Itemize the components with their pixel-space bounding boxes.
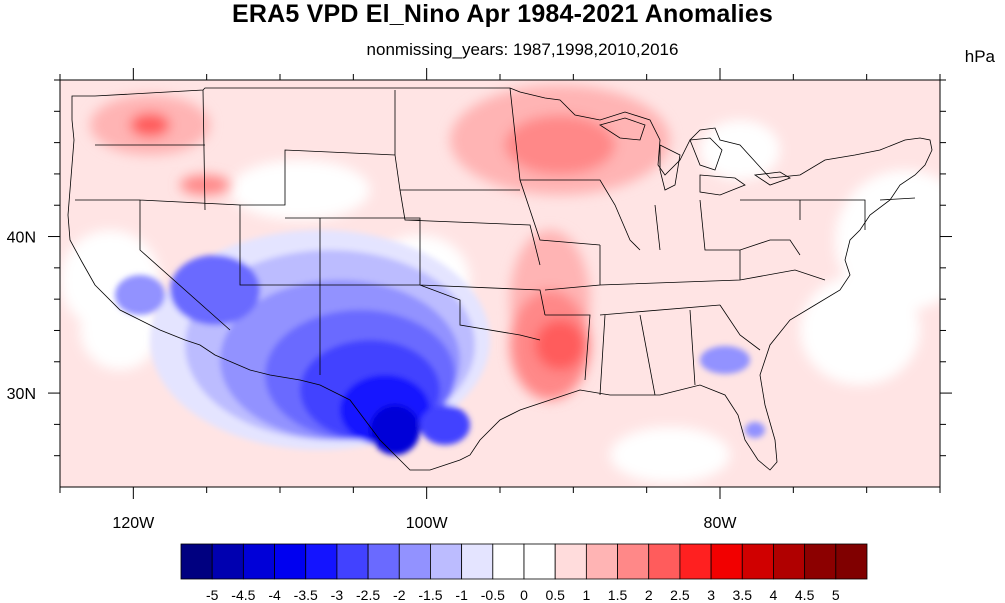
colorbar-swatch [710,543,743,580]
colorbar-label: -3.5 [294,587,318,603]
colorbar-swatch [305,543,338,580]
colorbar-label: 3.5 [733,587,753,603]
colorbar-label: 4 [770,587,778,603]
y-axis: 30N 40N [7,79,952,457]
colorbar-label: -1 [455,587,468,603]
colorbar-swatch [648,543,681,580]
colorbar-label: 0.5 [545,587,565,603]
colorbar-swatch [523,543,556,580]
boundaries [67,87,933,471]
colorbar-swatch [835,543,868,580]
colorbar-swatch [398,543,431,580]
colorbar-swatch [461,543,494,580]
colorbar-swatch [773,543,806,580]
negative-anomalies [115,230,765,455]
colorbar-swatch [679,543,712,580]
y-tick-label: 30N [7,386,36,403]
colorbar-label: -4.5 [231,587,255,603]
positive-anomalies [90,85,670,400]
state-borders [75,87,916,396]
chart-title: ERA5 VPD El_Nino Apr 1984-2021 Anomalies [231,0,774,28]
colorbar-swatch [741,543,774,580]
colorbar-swatch [336,543,369,580]
colorbar-swatch [242,543,275,580]
colorbar-label: -1.5 [418,587,442,603]
colorbar-swatch [492,543,525,580]
colorbar-label: 2.5 [670,587,690,603]
colorbar-swatch [180,543,213,580]
colorbar-swatch [274,543,307,580]
x-tick-label: 120W [112,515,155,532]
great-lakes [599,117,791,196]
colorbar-swatch [211,543,244,580]
colorbar-label: -5 [206,587,219,603]
colorbar-swatch [430,543,463,580]
colorbar-label: -2 [393,587,406,603]
colorbar-label: -4 [268,587,281,603]
colorbar-label: 0 [520,587,528,603]
x-axis: 120W 100W 80W [59,68,941,532]
colorbar: -5 -4.5 -4 -3.5 -3 -2.5 -2 -1.5 -1 -0.5 0 0.5 1 1.5 2 2… [180,543,868,603]
colorbar-swatch [554,543,587,580]
colorbar-swatch [617,543,650,580]
colorbar-label: 3 [707,587,715,603]
chart-subtitle: nonmissing_years: 1987,1998,2010,2016 [366,40,679,59]
colorbar-label: -3 [331,587,344,603]
colorbar-label: 2 [645,587,653,603]
anomaly-field [60,80,940,487]
colorbar-label: 1.5 [608,587,628,603]
y-tick-label: 40N [7,230,36,247]
colorbar-swatch [585,543,618,580]
colorbar-label: -2.5 [356,587,380,603]
colorbar-label: 5 [832,587,840,603]
colorbar-label: 1 [582,587,590,603]
x-tick-label: 80W [704,515,738,532]
colorbar-swatch [804,543,837,580]
x-tick-label: 100W [406,515,449,532]
colorbar-swatch [367,543,400,580]
colorbar-label: 4.5 [795,587,815,603]
us-outline [67,87,933,471]
units-label: hPa [964,47,995,66]
colorbar-label: -0.5 [481,587,505,603]
